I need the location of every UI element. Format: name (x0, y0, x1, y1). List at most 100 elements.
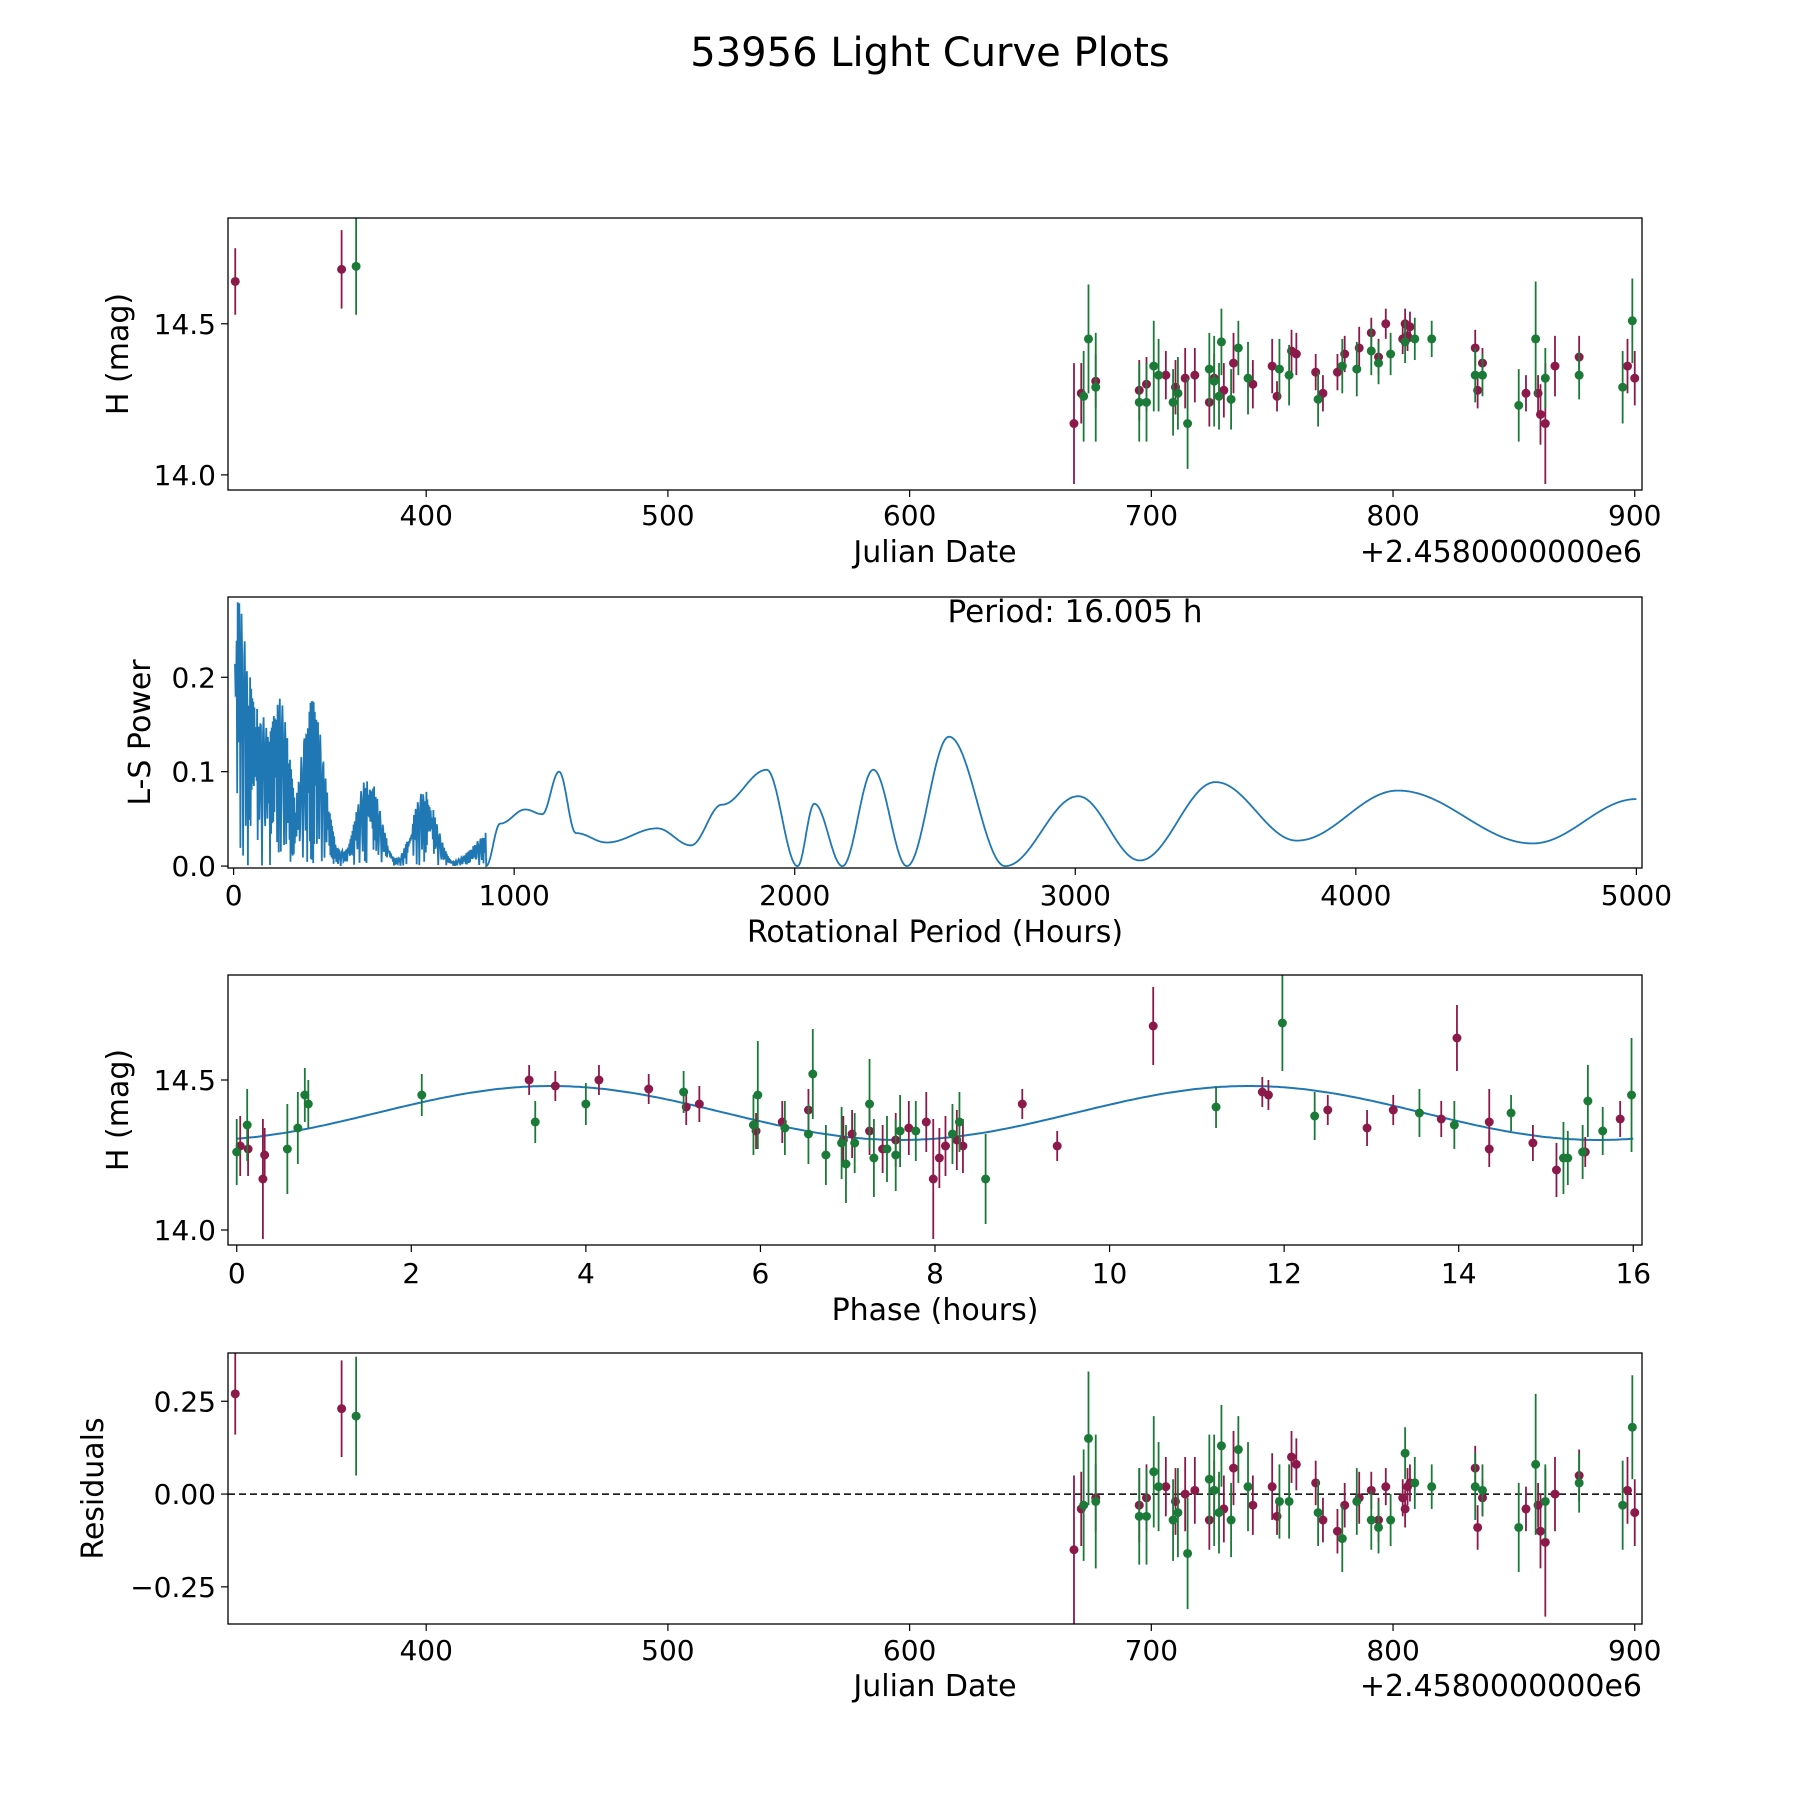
x-tick-label: 2000 (759, 879, 830, 912)
data-point (293, 1123, 303, 1133)
data-point (1540, 1537, 1550, 1547)
data-point (1226, 1515, 1236, 1525)
y-axis-label: H (mag) (101, 293, 136, 415)
data-point (351, 1411, 361, 1421)
data-point (1477, 370, 1487, 380)
data-point (1410, 334, 1420, 344)
data-point (242, 1120, 252, 1130)
y-tick-label: 0.00 (154, 1478, 216, 1511)
data-point (911, 1126, 921, 1136)
data-point (1622, 361, 1632, 371)
data-point (1229, 358, 1239, 368)
data-point (1134, 397, 1144, 407)
plot-area (234, 602, 1637, 868)
x-axis-label: Julian Date (851, 535, 1016, 570)
x-tick-label: 12 (1266, 1257, 1302, 1290)
data-point (837, 1138, 847, 1148)
residuals-panel: 400 500 600 700 800 900 0.25 0.00 −0.25 Julian Da… (76, 1352, 1661, 1704)
data-point (1366, 346, 1376, 356)
data-point (1414, 1108, 1424, 1118)
x-tick-label: 900 (1608, 1634, 1661, 1667)
x-tick-label: 6 (752, 1257, 770, 1290)
data-point (1381, 1482, 1391, 1492)
x-tick-label: 800 (1366, 499, 1419, 532)
data-point (594, 1075, 604, 1085)
data-point (1477, 1485, 1487, 1495)
data-point (1149, 361, 1159, 371)
data-point (1154, 1482, 1164, 1492)
data-point (260, 1150, 270, 1160)
data-point (1540, 419, 1550, 429)
data-point (1531, 334, 1541, 344)
phased-panel: 0 2 4 6 8 10 12 14 16 14.0 14.5 Phase (hours) H (mag… (101, 974, 1651, 1328)
data-point (581, 1099, 591, 1109)
data-point (1618, 382, 1628, 392)
data-point (1540, 1496, 1550, 1506)
data-point (1091, 1496, 1101, 1506)
data-point (1291, 1459, 1301, 1469)
plot-area (230, 218, 1640, 484)
data-point (1452, 1033, 1462, 1043)
data-point (808, 1069, 818, 1079)
data-point (1551, 1165, 1561, 1175)
y-tick-label: −0.25 (130, 1571, 216, 1604)
data-point (1400, 1504, 1410, 1514)
data-point (1535, 409, 1545, 419)
data-point (1449, 1120, 1459, 1130)
x-tick-label: 3000 (1040, 879, 1111, 912)
data-point (1506, 1108, 1516, 1118)
data-point (1287, 1452, 1297, 1462)
data-point (1079, 1500, 1089, 1510)
data-point (1149, 1467, 1159, 1477)
data-point (1267, 1482, 1277, 1492)
data-point (1313, 394, 1323, 404)
series-g (351, 218, 1637, 469)
data-point (1310, 1111, 1320, 1121)
data-point (1274, 1496, 1284, 1506)
data-point (1263, 1090, 1273, 1100)
lightcurve-panel: 400 500 600 700 800 900 14.0 14.5 Julian Date H (… (101, 217, 1661, 570)
x-tick-label: 600 (883, 499, 936, 532)
data-point (1374, 358, 1384, 368)
data-point (1209, 1485, 1219, 1495)
y-tick-label: 0.25 (154, 1385, 216, 1418)
data-point (1216, 337, 1226, 347)
data-point (1229, 1463, 1239, 1473)
x-tick-label: 4000 (1320, 879, 1391, 912)
x-tick-label: 4 (577, 1257, 595, 1290)
data-point (753, 1090, 763, 1100)
data-point (644, 1084, 654, 1094)
data-point (1627, 1090, 1637, 1100)
data-point (1618, 1500, 1628, 1510)
data-point (1214, 1508, 1224, 1518)
data-point (1173, 388, 1183, 398)
plot-area (228, 1353, 1642, 1624)
data-point (1267, 361, 1277, 371)
data-point (1381, 319, 1391, 329)
data-point (1352, 364, 1362, 374)
data-point (1248, 1500, 1258, 1510)
data-point (780, 1123, 790, 1133)
model-curve (236, 1085, 1634, 1141)
data-point (921, 1117, 931, 1127)
data-point (1083, 334, 1093, 344)
x-tick-label: 14 (1441, 1257, 1477, 1290)
data-point (1386, 349, 1396, 359)
data-point (1528, 1138, 1538, 1148)
series-r (230, 230, 1640, 484)
data-point (1323, 1105, 1333, 1115)
data-point (1243, 1482, 1253, 1492)
data-point (1190, 1485, 1200, 1495)
data-point (1535, 1526, 1545, 1536)
x-tick-label: 900 (1608, 499, 1661, 532)
data-point (1183, 1548, 1193, 1558)
data-point (1627, 1422, 1637, 1432)
x-axis-label: Julian Date (851, 1669, 1016, 1704)
data-point (1574, 1478, 1584, 1488)
data-point (1134, 1511, 1144, 1521)
data-point (1388, 1105, 1398, 1115)
data-point (891, 1150, 901, 1160)
y-tick-label: 14.0 (154, 459, 216, 492)
data-point (1540, 373, 1550, 383)
